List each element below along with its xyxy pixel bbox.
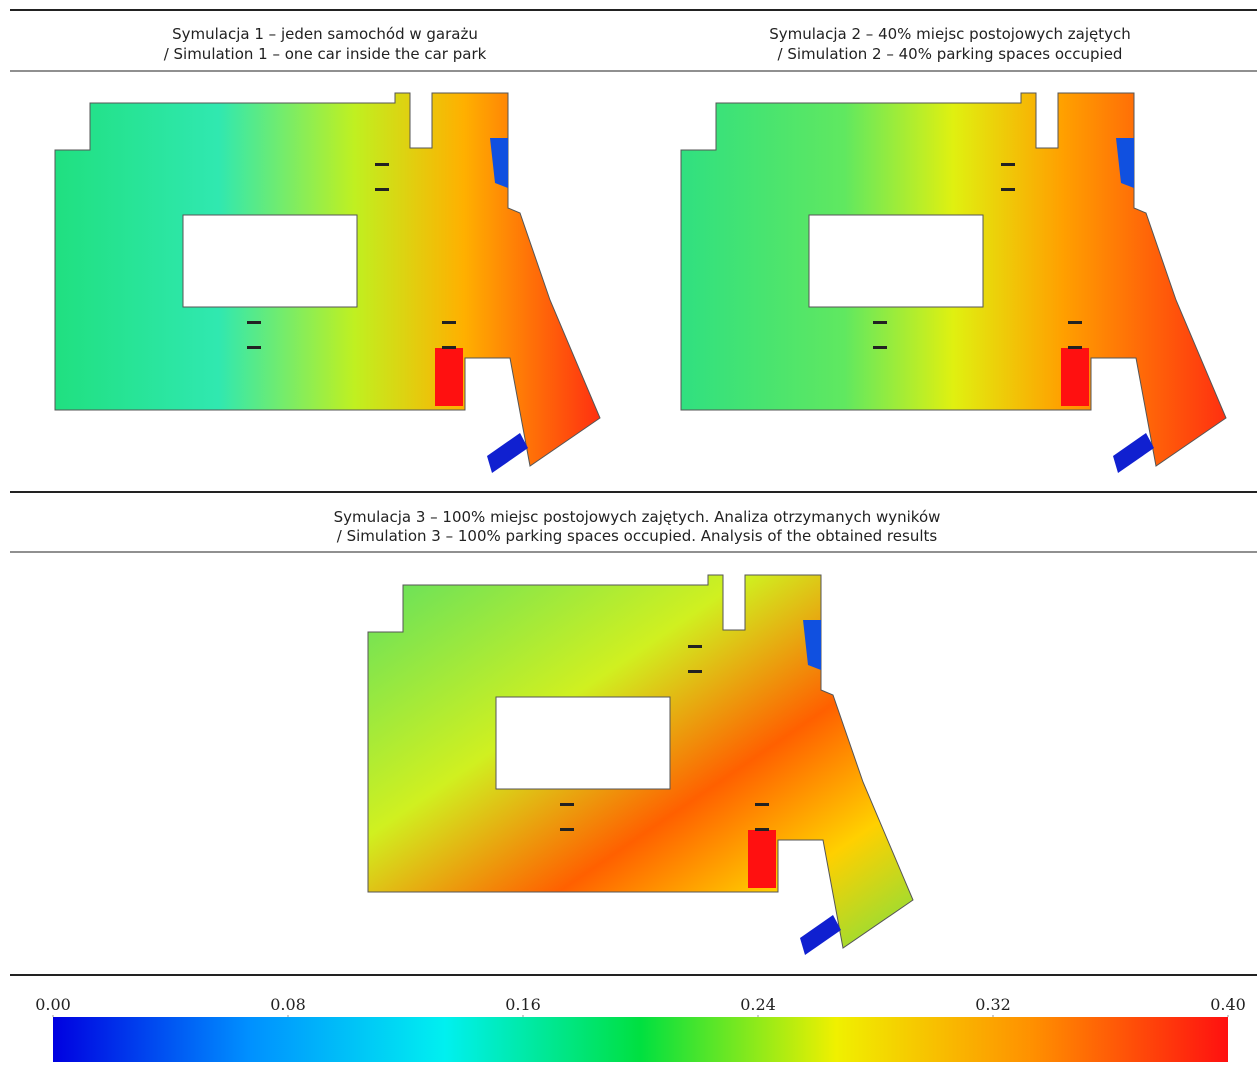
ramp — [1113, 433, 1154, 473]
tick-label: 0.08 — [270, 995, 306, 1014]
car — [247, 321, 261, 324]
inlet — [1116, 138, 1134, 188]
car — [755, 803, 769, 806]
car — [688, 645, 702, 648]
caption: Symulacja 2 – 40% miejsc postojowych zaj… — [769, 25, 1131, 43]
heatmap — [680, 92, 1227, 473]
floor-plan — [680, 92, 1227, 467]
tick-label: 0.16 — [505, 995, 541, 1014]
car — [873, 321, 887, 324]
heatmap — [54, 92, 601, 473]
caption: / Simulation 3 – 100% parking spaces occ… — [337, 527, 938, 545]
car — [247, 346, 261, 349]
inlet — [803, 620, 821, 670]
colorbar — [53, 1017, 1228, 1062]
car — [1068, 346, 1082, 349]
caption: Symulacja 3 – 100% miejsc postojowych za… — [334, 508, 941, 526]
caption: / Simulation 2 – 40% parking spaces occu… — [778, 45, 1123, 63]
car — [442, 346, 456, 349]
car — [1001, 188, 1015, 191]
car — [560, 828, 574, 831]
inlet — [490, 138, 508, 188]
hot-zone — [435, 348, 463, 406]
car — [1001, 163, 1015, 166]
car — [560, 803, 574, 806]
car — [375, 163, 389, 166]
tick-label: 0.00 — [35, 995, 71, 1014]
hot-zone — [748, 830, 776, 888]
tick-label: 0.24 — [740, 995, 776, 1014]
caption: / Simulation 1 – one car inside the car … — [164, 45, 487, 63]
tick-label: 0.40 — [1210, 995, 1246, 1014]
floor-plan — [54, 92, 601, 467]
car — [442, 321, 456, 324]
heatmap — [367, 574, 914, 955]
tick-label: 0.32 — [975, 995, 1011, 1014]
car — [755, 828, 769, 831]
floor-plan — [367, 574, 914, 949]
car — [873, 346, 887, 349]
car — [688, 670, 702, 673]
hot-zone — [1061, 348, 1089, 406]
ramp — [800, 915, 841, 955]
ramp — [487, 433, 528, 473]
car — [375, 188, 389, 191]
car — [1068, 321, 1082, 324]
caption: Symulacja 1 – jeden samochód w garażu — [172, 25, 478, 43]
